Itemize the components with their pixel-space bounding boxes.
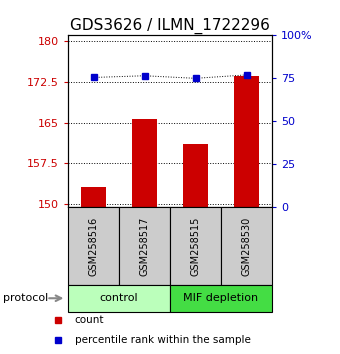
- Bar: [119, 207, 170, 285]
- Bar: [81, 187, 106, 207]
- Text: GSM258530: GSM258530: [241, 216, 252, 276]
- Text: MIF depletion: MIF depletion: [184, 293, 258, 303]
- Text: GSM258515: GSM258515: [190, 216, 201, 276]
- Bar: [170, 285, 272, 312]
- Text: count: count: [75, 315, 104, 325]
- Text: control: control: [100, 293, 138, 303]
- Bar: [68, 285, 170, 312]
- Bar: [234, 76, 259, 207]
- Title: GDS3626 / ILMN_1722296: GDS3626 / ILMN_1722296: [70, 18, 270, 34]
- Bar: [132, 119, 157, 207]
- Bar: [221, 207, 272, 285]
- Text: GSM258517: GSM258517: [139, 216, 150, 276]
- Bar: [183, 144, 208, 207]
- Text: percentile rank within the sample: percentile rank within the sample: [75, 335, 251, 345]
- Bar: [68, 207, 119, 285]
- Text: GSM258516: GSM258516: [88, 216, 99, 276]
- Bar: [170, 207, 221, 285]
- Text: protocol: protocol: [3, 293, 49, 303]
